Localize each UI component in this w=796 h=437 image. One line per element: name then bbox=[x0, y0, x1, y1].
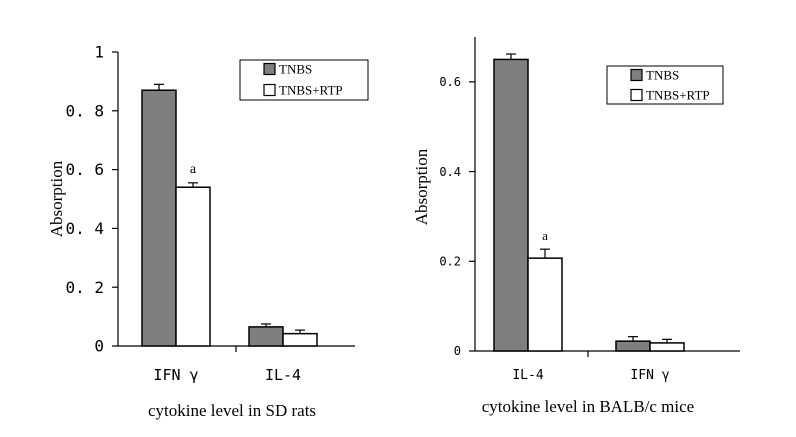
x-tick-label: IL-4 bbox=[512, 368, 543, 383]
y-tick-label: 0 bbox=[454, 344, 461, 358]
bar bbox=[527, 257, 563, 352]
bar bbox=[175, 186, 211, 347]
chart-balbc-mice: 0 0.2 0.4 0.6 IL-4 IFN γ a cytokine level in BA… bbox=[412, 37, 740, 416]
bar bbox=[649, 342, 685, 352]
x-axis-title: cytokine level in BALB/c mice bbox=[482, 397, 694, 416]
legend-label: TNBS+RTP bbox=[646, 88, 710, 103]
x-axis-title: cytokine level in SD rats bbox=[148, 401, 316, 420]
legend-swatch bbox=[263, 62, 276, 76]
y-tick-label: 0 bbox=[94, 337, 104, 356]
significance-label: a bbox=[542, 228, 548, 243]
legend-box bbox=[606, 65, 724, 105]
bar bbox=[282, 332, 318, 347]
y-tick-label: 0. 2 bbox=[65, 278, 104, 297]
y-tick-label: 0.6 bbox=[439, 75, 461, 89]
x-tick-label: IL-4 bbox=[265, 366, 301, 384]
y-tick-label: 0.4 bbox=[439, 165, 461, 179]
legend: TNBS TNBS+RTP bbox=[239, 59, 369, 101]
legend-swatch bbox=[630, 68, 643, 82]
y-tick-label: 0. 8 bbox=[65, 101, 104, 120]
y-tick-label: 0. 4 bbox=[65, 219, 104, 238]
legend-label: TNBS bbox=[279, 62, 312, 77]
legend-swatch bbox=[630, 88, 643, 102]
y-tick-label: 1 bbox=[94, 43, 104, 62]
legend-label: TNBS bbox=[646, 68, 679, 83]
y-tick-label: 0.2 bbox=[439, 254, 461, 268]
y-tick-label: 0. 6 bbox=[65, 160, 104, 179]
legend-box bbox=[239, 59, 369, 101]
legend: TNBS TNBS+RTP bbox=[606, 65, 724, 105]
bar bbox=[248, 326, 284, 347]
x-tick-label: IFN γ bbox=[630, 368, 669, 383]
bar bbox=[615, 340, 651, 352]
y-axis-title: Absorption bbox=[412, 148, 431, 225]
chart-sd-rats: 0 0. 2 0. 4 0. 6 0. 8 1 IFN γ IL-4 a cytokine lev… bbox=[47, 43, 369, 420]
bar bbox=[493, 58, 529, 352]
significance-label: a bbox=[190, 162, 197, 177]
x-tick-label: IFN γ bbox=[153, 366, 198, 384]
legend-label: TNBS+RTP bbox=[279, 83, 343, 98]
legend-swatch bbox=[263, 83, 276, 97]
y-axis-title: Absorption bbox=[47, 160, 66, 237]
bar bbox=[141, 89, 177, 347]
